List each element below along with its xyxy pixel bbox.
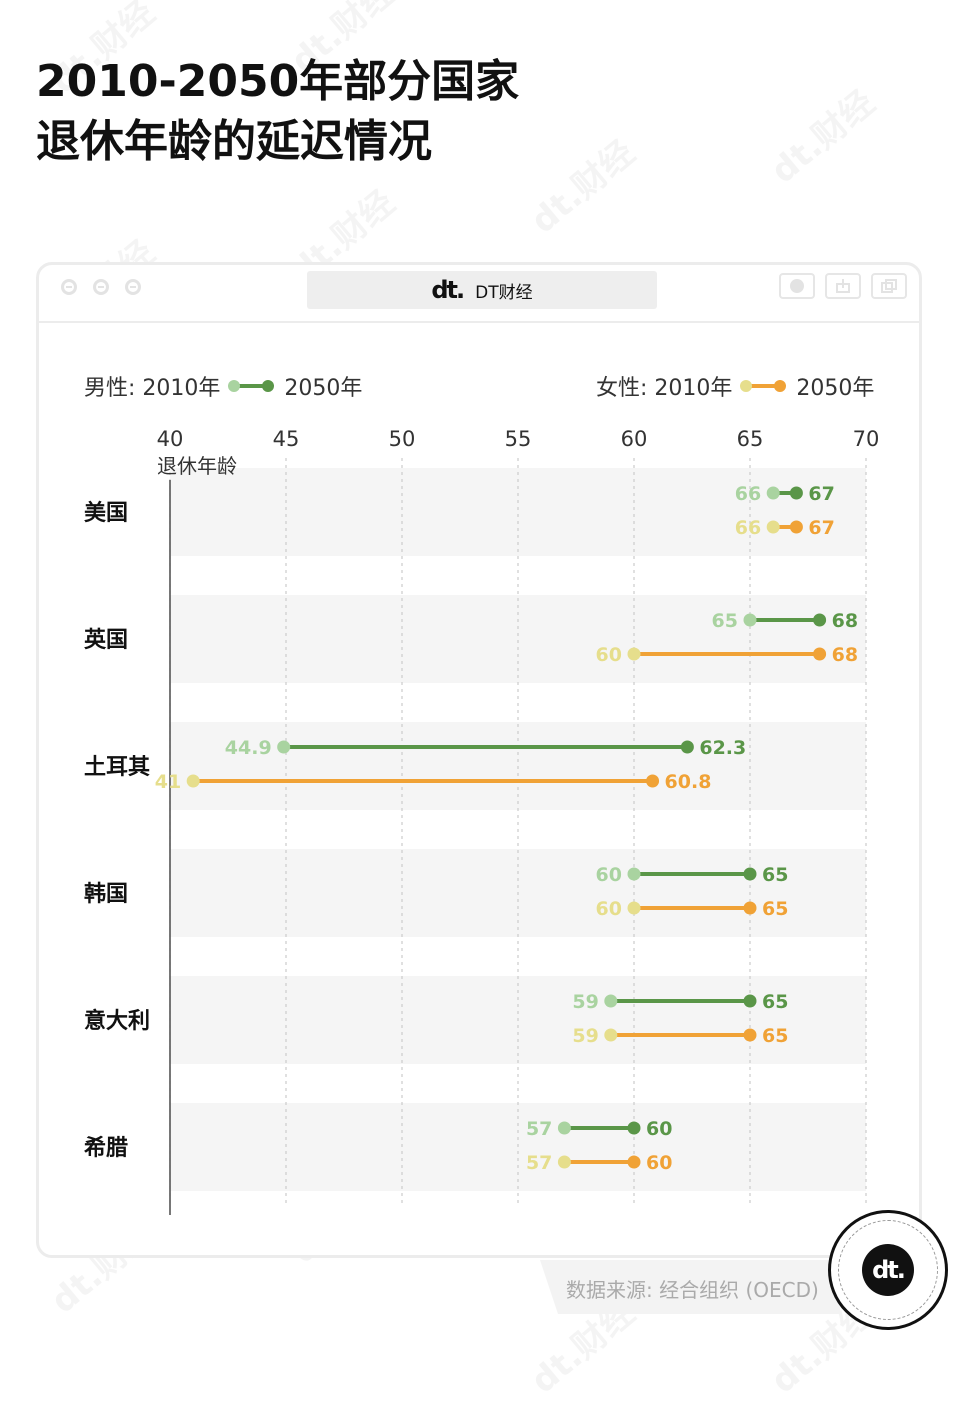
window-titlebar: dt. DT财经 xyxy=(39,265,919,323)
window-tab-label: DT财经 xyxy=(475,282,533,303)
x-tick-label: 65 xyxy=(737,427,764,451)
start-value-label: 44.9 xyxy=(225,737,272,759)
start-value-label: 65 xyxy=(712,610,738,632)
end-point xyxy=(627,1155,641,1169)
record-icon xyxy=(790,279,804,293)
end-value-label: 62.3 xyxy=(699,737,746,759)
start-value-label: 59 xyxy=(572,991,598,1013)
start-point xyxy=(627,647,641,661)
start-value-label: 57 xyxy=(526,1118,552,1140)
end-value-label: 68 xyxy=(832,644,858,666)
row-band xyxy=(170,468,866,556)
legend-female-end: 2050年 xyxy=(796,376,875,401)
start-point xyxy=(766,520,780,534)
share-button[interactable] xyxy=(825,273,861,299)
end-point xyxy=(813,647,827,661)
start-point xyxy=(277,740,291,754)
end-point xyxy=(646,774,660,788)
minimize-icon[interactable] xyxy=(93,279,109,295)
title-line-1: 2010-2050年部分国家 xyxy=(36,56,520,107)
end-value-label: 60 xyxy=(646,1152,672,1174)
start-point xyxy=(743,613,757,627)
end-point xyxy=(789,486,803,500)
end-value-label: 68 xyxy=(832,610,858,632)
category-label: 美国 xyxy=(84,500,128,526)
end-value-label: 60.8 xyxy=(665,771,712,793)
window-tab[interactable]: dt. DT财经 xyxy=(307,271,657,309)
legend-male-marker xyxy=(228,380,275,392)
title-line-2: 退休年龄的延迟情况 xyxy=(36,116,432,167)
category-label: 希腊 xyxy=(84,1135,128,1161)
end-point xyxy=(743,901,757,915)
x-tick-label: 45 xyxy=(273,427,300,451)
badge-ring xyxy=(838,1220,938,1320)
start-value-label: 66 xyxy=(735,483,761,505)
category-label: 意大利 xyxy=(84,1008,150,1034)
page-title: 2010-2050年部分国家 退休年龄的延迟情况 xyxy=(36,52,519,172)
legend-male-end: 2050年 xyxy=(284,376,363,401)
end-point xyxy=(743,994,757,1008)
start-value-label: 57 xyxy=(526,1152,552,1174)
category-label: 韩国 xyxy=(84,881,128,907)
x-tick-label: 60 xyxy=(621,427,648,451)
end-point xyxy=(743,867,757,881)
end-value-label: 67 xyxy=(808,517,834,539)
legend-female: 女性: 2010年 2050年 xyxy=(596,370,874,402)
start-point xyxy=(557,1121,571,1135)
start-point xyxy=(627,901,641,915)
legend-male: 男性: 2010年 2050年 xyxy=(84,370,362,402)
end-value-label: 67 xyxy=(808,483,834,505)
start-value-label: 60 xyxy=(596,644,622,666)
start-point xyxy=(186,774,200,788)
x-tick-label: 40 xyxy=(157,427,184,451)
x-tick-label: 50 xyxy=(389,427,416,451)
share-icon xyxy=(836,279,850,293)
dt-badge-logo: dt. xyxy=(828,1210,948,1330)
record-button[interactable] xyxy=(779,273,815,299)
start-point xyxy=(604,994,618,1008)
legend-female-marker xyxy=(740,380,787,392)
end-value-label: 65 xyxy=(762,898,788,920)
end-value-label: 65 xyxy=(762,864,788,886)
dt-logo-icon: dt. xyxy=(862,1244,914,1296)
start-value-label: 41 xyxy=(155,771,181,793)
x-tick-label: 70 xyxy=(853,427,880,451)
category-label: 英国 xyxy=(84,628,128,653)
legend-female-label: 女性: 2010年 xyxy=(596,376,733,401)
start-point xyxy=(766,486,780,500)
copy-icon xyxy=(881,279,897,293)
start-point xyxy=(557,1155,571,1169)
end-value-label: 60 xyxy=(646,1118,672,1140)
category-label: 土耳其 xyxy=(84,755,150,780)
end-point xyxy=(627,1121,641,1135)
start-value-label: 59 xyxy=(572,1025,598,1047)
end-point xyxy=(743,1028,757,1042)
source-tab xyxy=(540,1260,840,1314)
copy-button[interactable] xyxy=(871,273,907,299)
end-point xyxy=(680,740,694,754)
maximize-icon[interactable] xyxy=(125,279,141,295)
end-value-label: 65 xyxy=(762,991,788,1013)
end-point xyxy=(813,613,827,627)
x-tick-label: 55 xyxy=(505,427,532,451)
start-value-label: 60 xyxy=(596,898,622,920)
legend-male-label: 男性: 2010年 xyxy=(84,376,221,401)
dt-logo-icon: dt. xyxy=(431,276,465,304)
start-point xyxy=(604,1028,618,1042)
source-note: 数据来源: 经合组织 (OECD) xyxy=(566,1278,819,1302)
end-point xyxy=(789,520,803,534)
start-point xyxy=(627,867,641,881)
close-icon[interactable] xyxy=(61,279,77,295)
start-value-label: 66 xyxy=(735,517,761,539)
start-value-label: 60 xyxy=(596,864,622,886)
axis-label: 退休年龄 xyxy=(157,454,237,478)
end-value-label: 65 xyxy=(762,1025,788,1047)
